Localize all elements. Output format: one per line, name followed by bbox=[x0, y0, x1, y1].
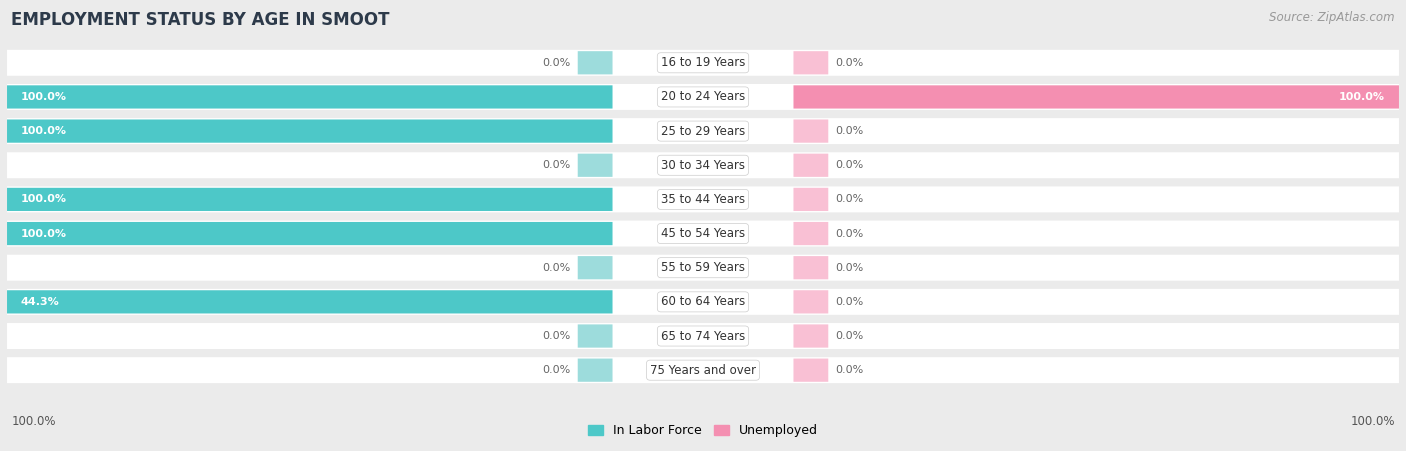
Text: 16 to 19 Years: 16 to 19 Years bbox=[661, 56, 745, 69]
Text: 100.0%: 100.0% bbox=[1339, 92, 1385, 102]
Text: 0.0%: 0.0% bbox=[835, 194, 863, 204]
Text: 0.0%: 0.0% bbox=[835, 365, 863, 375]
Text: 0.0%: 0.0% bbox=[543, 331, 571, 341]
Text: 25 to 29 Years: 25 to 29 Years bbox=[661, 124, 745, 138]
Text: 0.0%: 0.0% bbox=[835, 297, 863, 307]
Text: 100.0%: 100.0% bbox=[21, 194, 67, 204]
Text: 100.0%: 100.0% bbox=[1350, 415, 1395, 428]
FancyBboxPatch shape bbox=[793, 154, 828, 177]
Text: 20 to 24 Years: 20 to 24 Years bbox=[661, 91, 745, 103]
FancyBboxPatch shape bbox=[793, 290, 828, 313]
Text: 0.0%: 0.0% bbox=[835, 126, 863, 136]
FancyBboxPatch shape bbox=[578, 324, 613, 348]
Legend: In Labor Force, Unemployed: In Labor Force, Unemployed bbox=[583, 419, 823, 442]
Text: EMPLOYMENT STATUS BY AGE IN SMOOT: EMPLOYMENT STATUS BY AGE IN SMOOT bbox=[11, 11, 389, 29]
Text: Source: ZipAtlas.com: Source: ZipAtlas.com bbox=[1270, 11, 1395, 24]
FancyBboxPatch shape bbox=[7, 84, 1399, 110]
FancyBboxPatch shape bbox=[793, 222, 828, 245]
FancyBboxPatch shape bbox=[7, 50, 1399, 76]
FancyBboxPatch shape bbox=[793, 359, 828, 382]
FancyBboxPatch shape bbox=[7, 289, 1399, 315]
Text: 100.0%: 100.0% bbox=[21, 126, 67, 136]
FancyBboxPatch shape bbox=[7, 186, 1399, 212]
Text: 55 to 59 Years: 55 to 59 Years bbox=[661, 261, 745, 274]
Text: 0.0%: 0.0% bbox=[543, 365, 571, 375]
FancyBboxPatch shape bbox=[7, 152, 1399, 178]
FancyBboxPatch shape bbox=[7, 255, 1399, 281]
Text: 0.0%: 0.0% bbox=[835, 263, 863, 273]
FancyBboxPatch shape bbox=[793, 188, 828, 211]
Text: 100.0%: 100.0% bbox=[11, 415, 56, 428]
FancyBboxPatch shape bbox=[578, 51, 613, 74]
FancyBboxPatch shape bbox=[793, 256, 828, 279]
Text: 0.0%: 0.0% bbox=[835, 331, 863, 341]
Text: 60 to 64 Years: 60 to 64 Years bbox=[661, 295, 745, 308]
FancyBboxPatch shape bbox=[7, 188, 613, 211]
FancyBboxPatch shape bbox=[7, 290, 613, 313]
Text: 100.0%: 100.0% bbox=[21, 229, 67, 239]
FancyBboxPatch shape bbox=[7, 323, 1399, 349]
Text: 30 to 34 Years: 30 to 34 Years bbox=[661, 159, 745, 172]
FancyBboxPatch shape bbox=[7, 118, 1399, 144]
Text: 0.0%: 0.0% bbox=[543, 160, 571, 170]
FancyBboxPatch shape bbox=[7, 221, 1399, 247]
FancyBboxPatch shape bbox=[793, 120, 828, 143]
Text: 0.0%: 0.0% bbox=[835, 58, 863, 68]
Text: 44.3%: 44.3% bbox=[21, 297, 59, 307]
Text: 35 to 44 Years: 35 to 44 Years bbox=[661, 193, 745, 206]
FancyBboxPatch shape bbox=[793, 85, 1399, 109]
Text: 100.0%: 100.0% bbox=[21, 92, 67, 102]
Text: 0.0%: 0.0% bbox=[543, 263, 571, 273]
Text: 65 to 74 Years: 65 to 74 Years bbox=[661, 330, 745, 342]
FancyBboxPatch shape bbox=[7, 222, 613, 245]
FancyBboxPatch shape bbox=[7, 85, 613, 109]
Text: 0.0%: 0.0% bbox=[835, 160, 863, 170]
FancyBboxPatch shape bbox=[578, 359, 613, 382]
Text: 75 Years and over: 75 Years and over bbox=[650, 364, 756, 377]
Text: 0.0%: 0.0% bbox=[543, 58, 571, 68]
FancyBboxPatch shape bbox=[793, 324, 828, 348]
FancyBboxPatch shape bbox=[578, 256, 613, 279]
Text: 45 to 54 Years: 45 to 54 Years bbox=[661, 227, 745, 240]
FancyBboxPatch shape bbox=[793, 51, 828, 74]
FancyBboxPatch shape bbox=[7, 120, 613, 143]
Text: 0.0%: 0.0% bbox=[835, 229, 863, 239]
FancyBboxPatch shape bbox=[578, 154, 613, 177]
FancyBboxPatch shape bbox=[7, 357, 1399, 383]
